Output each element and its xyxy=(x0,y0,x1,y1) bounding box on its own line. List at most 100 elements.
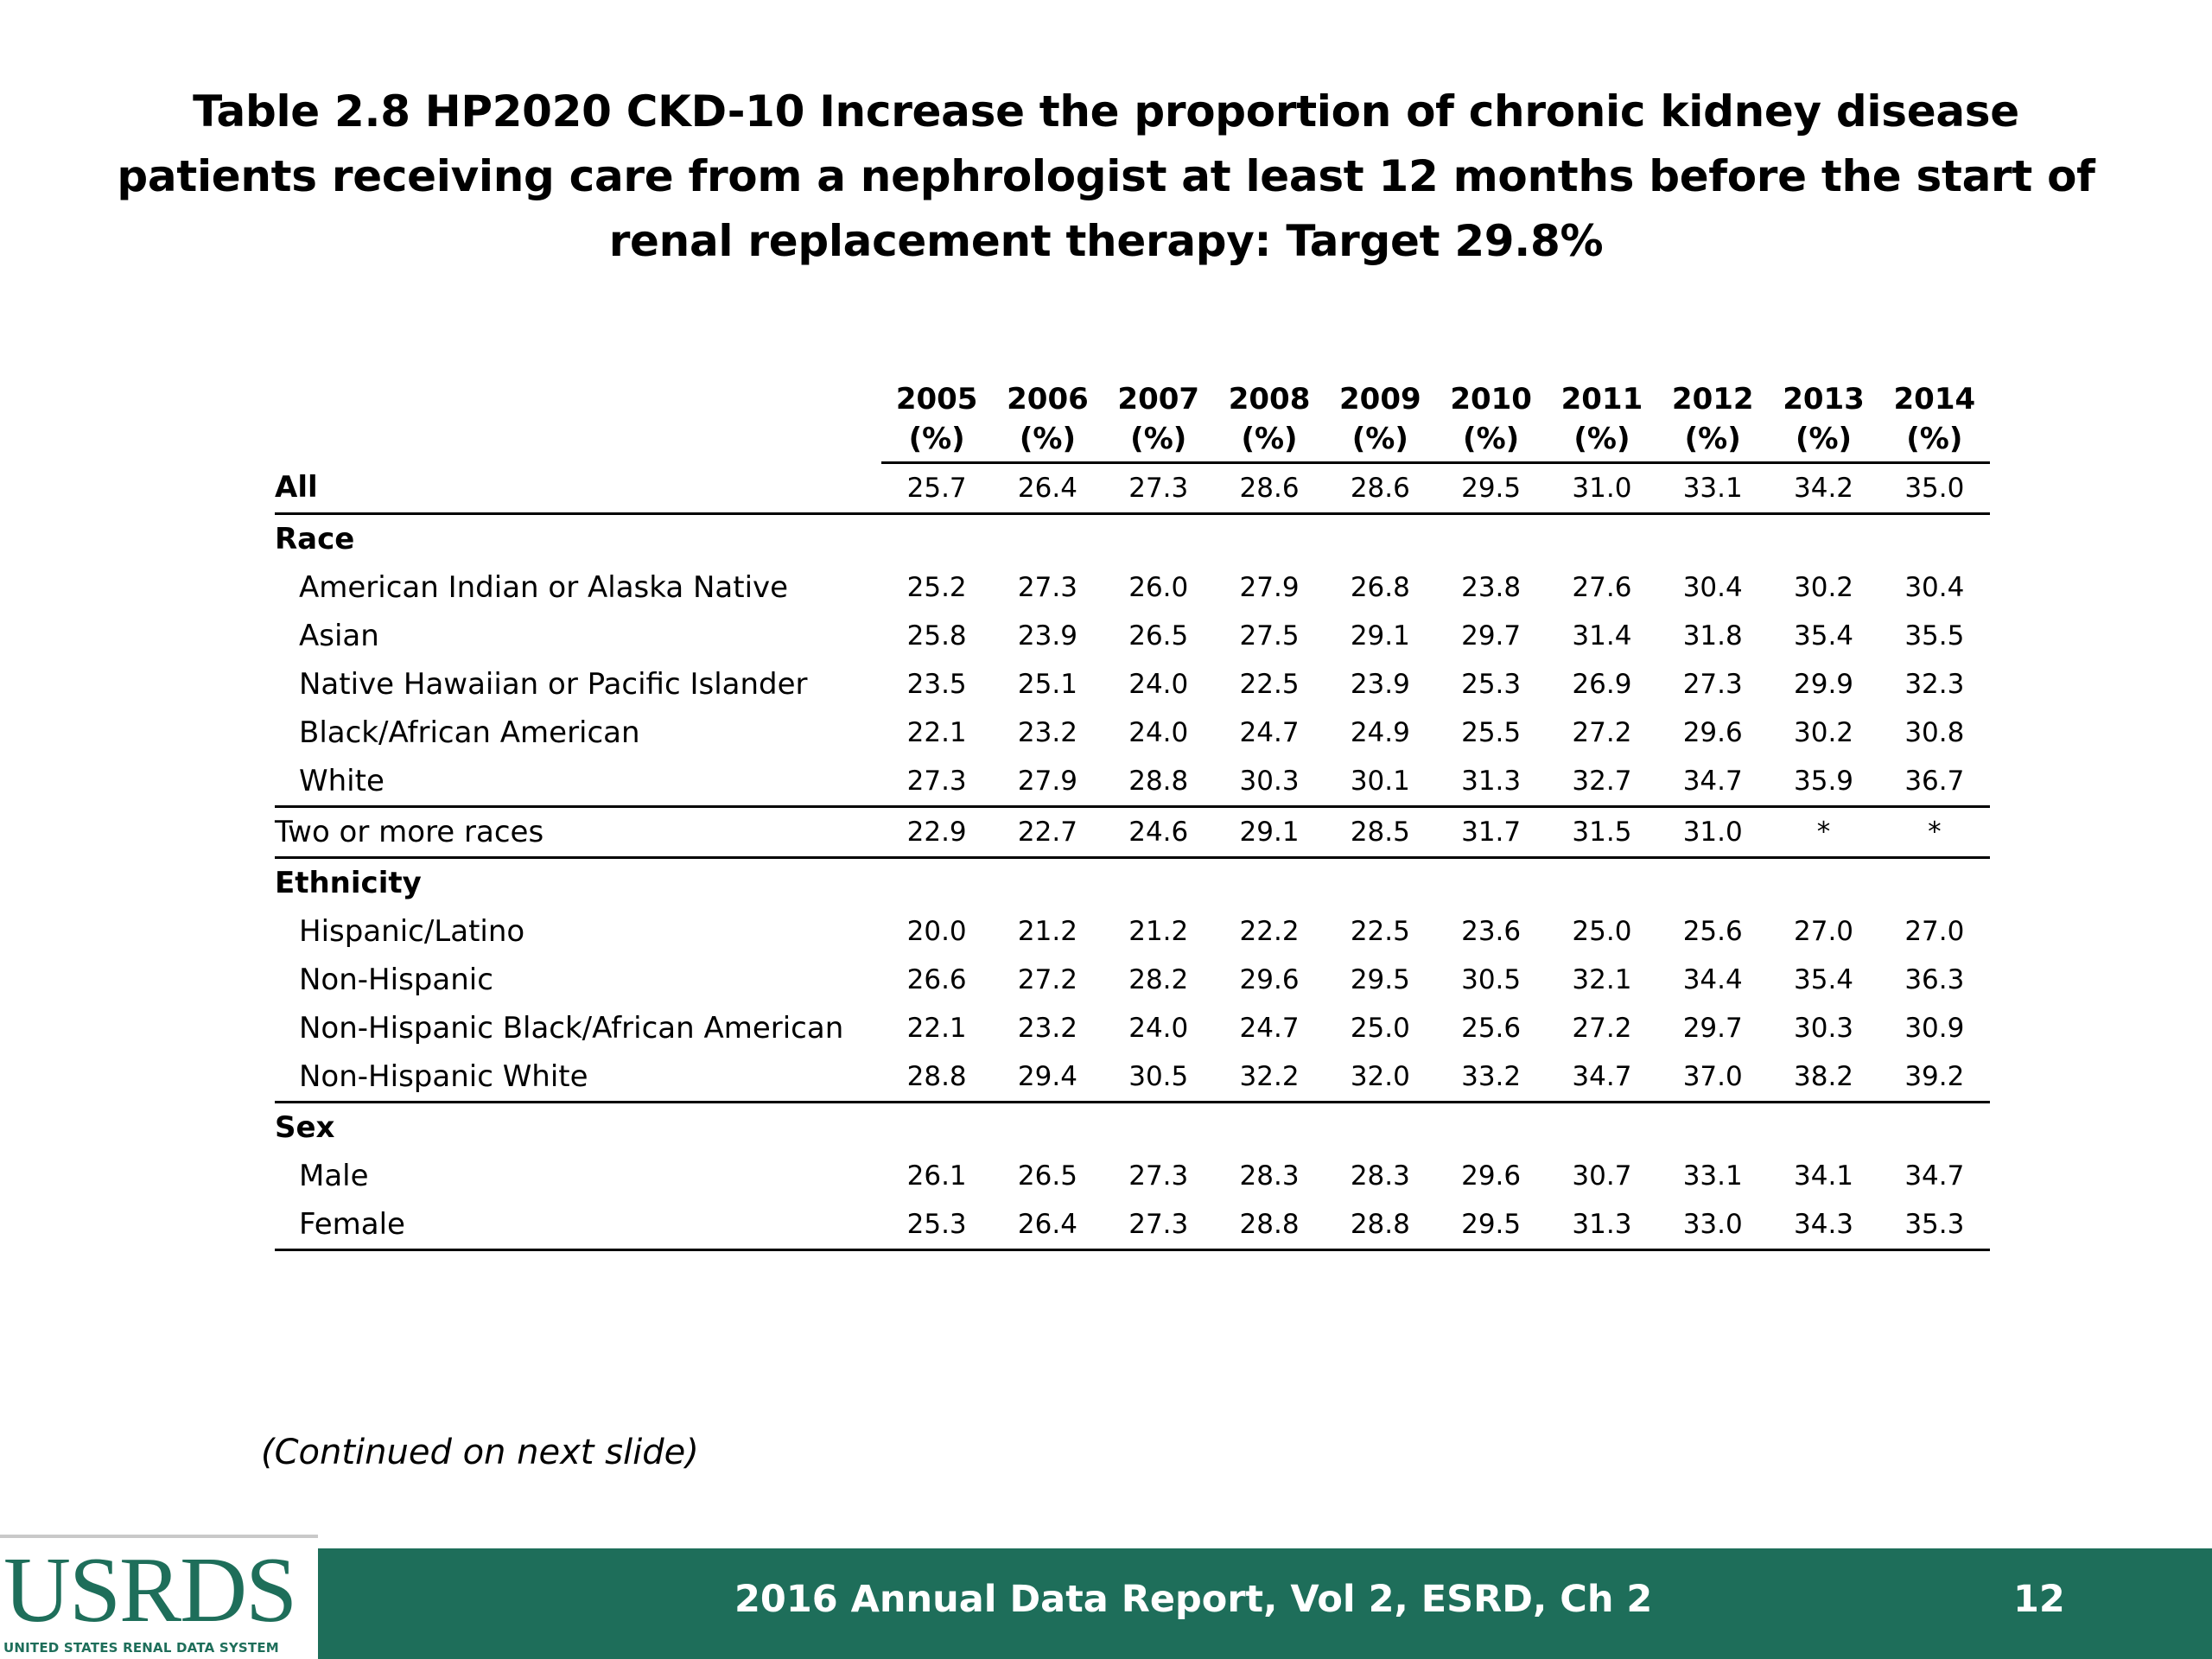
value-cell xyxy=(1214,514,1325,564)
value-cell: 26.5 xyxy=(1017,1160,1077,1192)
value-cell: 25.3 xyxy=(1461,669,1522,700)
table-row: Hispanic/Latino 20.0 21.2 21.2 22.2 22.5 23.6 2… xyxy=(275,907,1990,956)
value-cell: 25.6 xyxy=(1461,1013,1522,1044)
value-cell: 22.5 xyxy=(1239,669,1300,700)
row-label: Ethnicity xyxy=(275,866,422,900)
value-cell xyxy=(1325,858,1435,908)
value-cell: 34.7 xyxy=(1904,1160,1965,1192)
value-cell: 36.7 xyxy=(1878,757,1990,808)
value-cell: 34.4 xyxy=(1682,964,1743,995)
table-row: Non-Hispanic Black/African American 22.1 2… xyxy=(275,1004,1990,1052)
table-row: All 25.7 26.4 27.3 28.6 28.6 29.5 31.0 33.1 34.2 3… xyxy=(275,462,1990,515)
value-cell: 22.2 xyxy=(1239,916,1300,947)
value-cell xyxy=(992,514,1103,564)
unit-header: (%) xyxy=(1878,416,1990,464)
row-label: Non-Hispanic Black/African American xyxy=(299,1011,844,1046)
value-cell: 25.1 xyxy=(1017,669,1077,700)
value-cell: 27.3 xyxy=(1103,1200,1214,1251)
value-cell xyxy=(881,858,992,908)
table-row: Ethnicity xyxy=(275,858,1990,908)
value-cell: 26.4 xyxy=(992,1200,1103,1251)
value-cell: 23.2 xyxy=(1017,717,1077,748)
value-cell xyxy=(1103,858,1214,908)
value-cell: 22.5 xyxy=(1350,916,1410,947)
value-cell: 33.1 xyxy=(1682,1160,1743,1192)
value-cell: 20.0 xyxy=(906,916,967,947)
value-cell: 32.7 xyxy=(1546,757,1658,808)
row-label: Two or more races xyxy=(275,806,881,859)
value-cell: 35.4 xyxy=(1794,620,1854,652)
value-cell: 31.4 xyxy=(1572,620,1632,652)
value-cell xyxy=(881,1103,992,1153)
value-cell xyxy=(1325,514,1435,564)
value-cell: 34.7 xyxy=(1657,757,1769,808)
row-label: All xyxy=(275,462,881,515)
value-cell: 26.9 xyxy=(1572,669,1632,700)
unit-header: (%) xyxy=(1103,416,1214,464)
value-cell: 34.7 xyxy=(1546,1052,1658,1103)
value-cell: 35.9 xyxy=(1768,757,1879,808)
page-number: 12 xyxy=(2013,1578,2065,1621)
value-cell: 31.8 xyxy=(1682,620,1743,652)
year-header: 2006 xyxy=(1007,382,1089,416)
value-cell xyxy=(1879,858,1990,908)
value-cell: 25.8 xyxy=(906,620,967,652)
value-cell xyxy=(1657,858,1768,908)
value-cell: 24.0 xyxy=(1128,1013,1189,1044)
unit-header: (%) xyxy=(881,416,993,464)
value-cell: 34.2 xyxy=(1768,462,1879,515)
table-body: All 25.7 26.4 27.3 28.6 28.6 29.5 31.0 33.1 34.2 3… xyxy=(275,462,1990,1251)
value-cell: 29.6 xyxy=(1461,1160,1522,1192)
value-cell: 30.4 xyxy=(1904,572,1965,603)
value-cell: 37.0 xyxy=(1657,1052,1769,1103)
value-cell: 27.9 xyxy=(992,757,1103,808)
value-cell xyxy=(1435,858,1546,908)
value-cell: 25.0 xyxy=(1572,916,1632,947)
value-cell: 23.9 xyxy=(1350,669,1410,700)
year-header: 2005 xyxy=(895,382,978,416)
value-cell: 30.4 xyxy=(1682,572,1743,603)
value-cell: 23.2 xyxy=(1017,1013,1077,1044)
value-cell: 24.0 xyxy=(1128,669,1189,700)
row-label: American Indian or Alaska Native xyxy=(299,570,789,605)
value-cell: 35.5 xyxy=(1904,620,1965,652)
value-cell: 24.7 xyxy=(1239,1013,1300,1044)
value-cell xyxy=(1325,1103,1435,1153)
value-cell: 28.3 xyxy=(1239,1160,1300,1192)
value-cell: 31.0 xyxy=(1546,462,1658,515)
value-cell: 32.0 xyxy=(1325,1052,1436,1103)
value-cell: 27.3 xyxy=(1128,1160,1189,1192)
value-cell: 28.8 xyxy=(1103,757,1214,808)
value-cell: 28.8 xyxy=(881,1052,993,1103)
value-cell: 21.2 xyxy=(1017,916,1077,947)
data-table: 2005 2006 2007 2008 2009 2010 2011 2012 … xyxy=(275,370,1990,1251)
value-cell: 34.3 xyxy=(1768,1200,1879,1251)
value-cell: 27.3 xyxy=(1017,572,1077,603)
value-cell: 30.5 xyxy=(1461,964,1522,995)
value-cell: 31.3 xyxy=(1546,1200,1658,1251)
value-cell: 22.1 xyxy=(906,717,967,748)
row-label: Native Hawaiian or Pacific Islander xyxy=(299,667,808,702)
value-cell xyxy=(1879,1103,1990,1153)
value-cell: 30.2 xyxy=(1794,717,1854,748)
value-cell: 31.7 xyxy=(1435,806,1547,859)
year-header: 2007 xyxy=(1117,382,1200,416)
value-cell: 25.7 xyxy=(881,462,993,515)
value-cell: 27.5 xyxy=(1239,620,1300,652)
slide-title: Table 2.8 HP2020 CKD-10 Increase the pro… xyxy=(117,86,2095,266)
value-cell xyxy=(1214,1103,1325,1153)
table-row: Native Hawaiian or Pacific Islander 23.5 2… xyxy=(275,660,1990,709)
value-cell: 29.6 xyxy=(1682,717,1743,748)
year-header: 2008 xyxy=(1228,382,1311,416)
value-cell xyxy=(1103,1103,1214,1153)
value-cell: 28.8 xyxy=(1213,1200,1325,1251)
unit-header: (%) xyxy=(1546,416,1658,464)
value-cell: 35.0 xyxy=(1878,462,1990,515)
table-row: Non-Hispanic White 28.8 29.4 30.5 32.2 32.0 33… xyxy=(275,1052,1990,1103)
table-row: Non-Hispanic 26.6 27.2 28.2 29.6 29.5 30.5 32.1… xyxy=(275,956,1990,1004)
value-cell: 36.3 xyxy=(1904,964,1965,995)
unit-header: (%) xyxy=(1435,416,1547,464)
value-cell: 29.4 xyxy=(992,1052,1103,1103)
value-cell: 25.0 xyxy=(1350,1013,1410,1044)
value-cell: 27.0 xyxy=(1904,916,1965,947)
